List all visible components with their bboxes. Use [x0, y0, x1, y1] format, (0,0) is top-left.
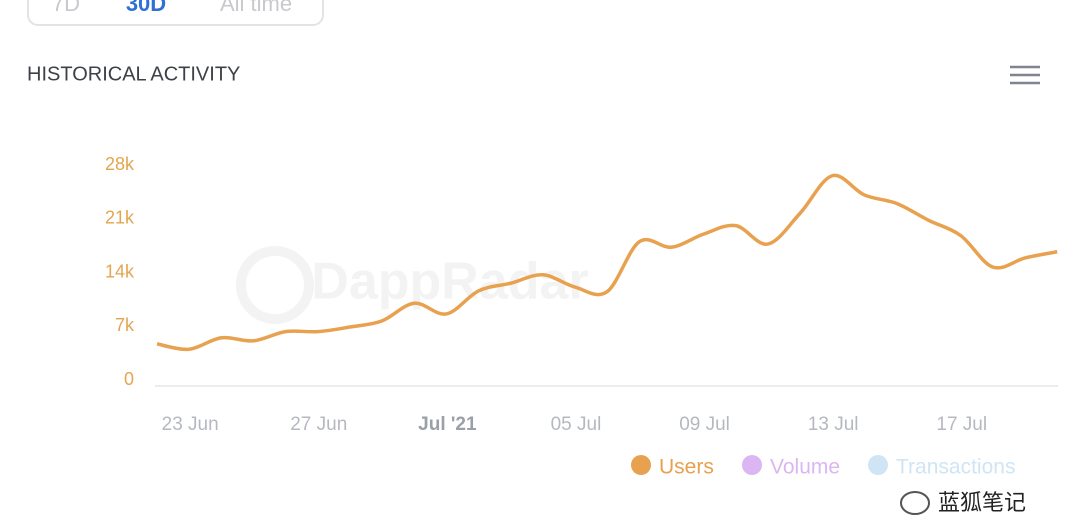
legend-swatch: [868, 455, 888, 475]
tab[interactable]: All time: [220, 0, 292, 16]
y-tick-label: 0: [124, 369, 134, 389]
legend-label[interactable]: Volume: [770, 456, 840, 479]
y-tick-label: 14k: [105, 261, 135, 281]
tab[interactable]: 7D: [52, 0, 80, 16]
x-tick-label: Jul '21: [418, 414, 477, 435]
credit-text: 蓝狐笔记: [938, 490, 1026, 515]
y-tick-label: 7k: [115, 315, 135, 335]
wechat-icon: [900, 491, 930, 515]
watermark-logo: [236, 246, 314, 324]
tab-bar: [27, 0, 324, 26]
legend-swatch: [631, 455, 651, 475]
x-tick-label: 13 Jul: [808, 414, 859, 435]
y-tick-label: 28k: [105, 154, 135, 174]
credit: 蓝狐笔记: [900, 490, 1026, 515]
menu-icon[interactable]: [1010, 65, 1040, 85]
x-tick-label: 23 Jun: [162, 414, 219, 435]
legend-label[interactable]: Users: [659, 456, 714, 479]
watermark: DappRadar: [311, 253, 588, 311]
x-tick-label: 27 Jun: [290, 414, 347, 435]
legend-label[interactable]: Transactions: [896, 456, 1015, 479]
legend-swatch: [742, 455, 762, 475]
chart-title: HISTORICAL ACTIVITY: [27, 63, 240, 85]
x-tick-label: 09 Jul: [679, 414, 730, 435]
x-tick-label: 17 Jul: [936, 414, 987, 435]
x-tick-label: 05 Jul: [551, 414, 602, 435]
y-tick-label: 21k: [105, 208, 135, 228]
tab[interactable]: 30D: [126, 0, 166, 16]
line: [156, 173, 1058, 352]
